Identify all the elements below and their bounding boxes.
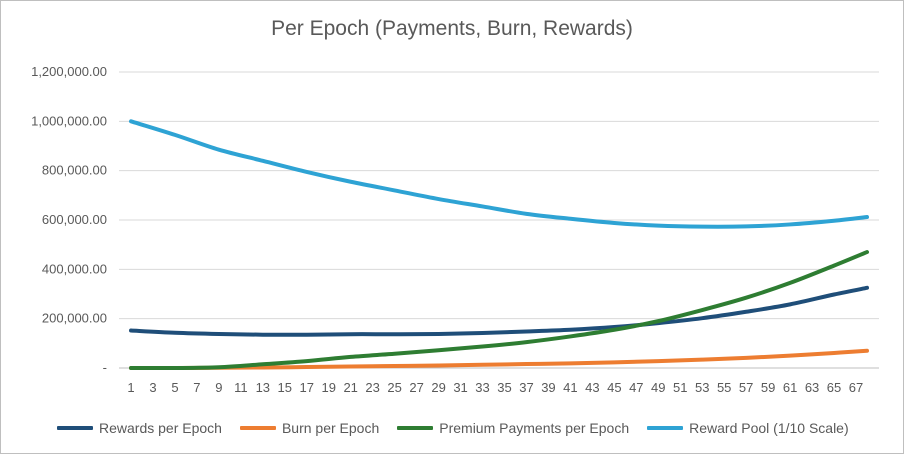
x-tick-label: 61 bbox=[783, 380, 797, 395]
x-tick-label: 59 bbox=[761, 380, 775, 395]
legend-swatch bbox=[647, 426, 684, 430]
x-tick-label: 15 bbox=[278, 380, 292, 395]
y-tick-label: 1,000,000.00 bbox=[31, 113, 107, 128]
x-tick-label: 41 bbox=[563, 380, 577, 395]
y-tick-label: - bbox=[103, 360, 107, 375]
x-tick-label: 65 bbox=[827, 380, 841, 395]
legend-label: Rewards per Epoch bbox=[99, 420, 222, 436]
x-tick-label: 3 bbox=[149, 380, 156, 395]
x-tick-label: 11 bbox=[234, 380, 248, 395]
legend-item: Rewards per Epoch bbox=[57, 420, 222, 436]
series-line-burn-per-epoch bbox=[129, 348, 869, 371]
x-tick-label: 23 bbox=[365, 380, 379, 395]
x-tick-label: 51 bbox=[673, 380, 687, 395]
series-line-premium-payments-per-epoch bbox=[129, 250, 869, 371]
x-tick-label: 67 bbox=[849, 380, 863, 395]
legend-label: Premium Payments per Epoch bbox=[439, 420, 630, 436]
legend: Rewards per Epoch Burn per Epoch Premium P… bbox=[57, 417, 849, 439]
legend-label: Reward Pool (1/10 Scale) bbox=[689, 420, 849, 436]
x-tick-label: 45 bbox=[607, 380, 621, 395]
legend-item: Burn per Epoch bbox=[239, 420, 380, 436]
y-tick-label: 1,200,000.00 bbox=[31, 64, 107, 79]
x-tick-label: 35 bbox=[497, 380, 511, 395]
x-tick-label: 7 bbox=[193, 380, 200, 395]
y-tick-label: 200,000.00 bbox=[42, 311, 107, 326]
x-tick-label: 17 bbox=[300, 380, 314, 395]
legend-item: Premium Payments per Epoch bbox=[397, 420, 629, 436]
x-tick-label: 29 bbox=[431, 380, 445, 395]
x-tick-label: 37 bbox=[519, 380, 533, 395]
legend-swatch bbox=[239, 426, 276, 430]
legend-item: Reward Pool (1/10 Scale) bbox=[647, 420, 849, 436]
legend-swatch bbox=[397, 426, 434, 430]
chart-title: Per Epoch (Payments, Burn, Rewards) bbox=[271, 17, 633, 40]
x-tick-label: 57 bbox=[739, 380, 753, 395]
x-tick-label: 13 bbox=[256, 380, 270, 395]
series-line-reward-pool-1-10-scale bbox=[129, 119, 869, 229]
x-tick-label: 63 bbox=[805, 380, 819, 395]
x-tick-label: 1 bbox=[127, 380, 134, 395]
y-tick-label: 400,000.00 bbox=[42, 261, 107, 276]
y-tick-label: 600,000.00 bbox=[42, 212, 107, 227]
x-tick-label: 55 bbox=[717, 380, 731, 395]
plot-area: - 200,000.00 400,000.00 600,000.00 800,000.0… bbox=[31, 64, 879, 395]
x-tick-label: 21 bbox=[343, 380, 357, 395]
series-line-rewards-per-epoch bbox=[129, 285, 869, 337]
x-tick-label: 25 bbox=[387, 380, 401, 395]
x-tick-label: 43 bbox=[585, 380, 599, 395]
x-tick-label: 49 bbox=[651, 380, 665, 395]
x-tick-label: 9 bbox=[215, 380, 222, 395]
x-tick-label: 31 bbox=[453, 380, 467, 395]
legend-swatch bbox=[57, 426, 93, 430]
x-tick-label: 27 bbox=[409, 380, 423, 395]
x-tick-label: 39 bbox=[541, 380, 555, 395]
x-tick-label: 53 bbox=[695, 380, 709, 395]
x-tick-label: 33 bbox=[475, 380, 489, 395]
y-tick-label: 800,000.00 bbox=[42, 163, 107, 178]
x-tick-label: 19 bbox=[321, 380, 335, 395]
legend-label: Burn per Epoch bbox=[281, 420, 380, 436]
x-tick-label: 47 bbox=[629, 380, 643, 395]
x-tick-label: 5 bbox=[171, 380, 178, 395]
